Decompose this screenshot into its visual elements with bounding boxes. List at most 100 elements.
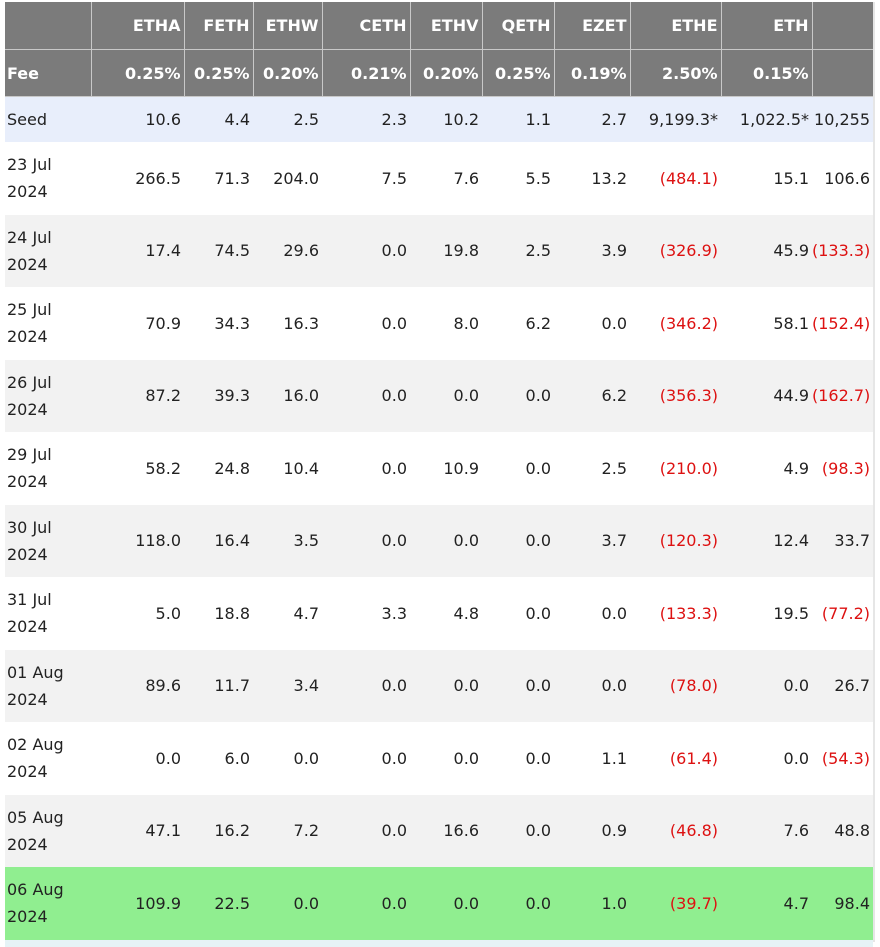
fee-value: 0.19% <box>554 49 631 97</box>
flow-value: 0.0 <box>482 359 554 432</box>
row-date: 01 Aug 2024 <box>5 649 91 722</box>
flow-value: 0.0 <box>554 287 630 360</box>
table-body: Seed 10.6 4.4 2.5 2.3 10.2 1.1 2.7 9,199.3* 1,022… <box>5 96 873 940</box>
flow-value: 109.9 <box>91 867 184 940</box>
flow-value: 16.0 <box>253 359 322 432</box>
flow-value: 7.6 <box>721 794 812 867</box>
flow-value: 0.0 <box>482 432 554 505</box>
row-date: Seed <box>5 96 91 142</box>
flow-value: 0.0 <box>410 722 482 795</box>
flow-value: 0.0 <box>410 867 482 940</box>
flow-value: 4.7 <box>253 577 322 650</box>
table-row: 05 Aug 2024 47.1 16.2 7.2 0.0 16.6 0.0 0.9 (46.8… <box>5 794 873 867</box>
fee-row: Fee 0.25% 0.25% 0.20% 0.21% 0.20% 0.25% … <box>5 49 873 97</box>
row-total: (54.3) <box>812 722 873 795</box>
flow-value: 0.0 <box>410 504 482 577</box>
flow-value: 0.9 <box>554 794 630 867</box>
flow-value: 0.0 <box>322 214 410 287</box>
flow-value: 19.5 <box>721 577 812 650</box>
table-row: 29 Jul 2024 58.2 24.8 10.4 0.0 10.9 0.0 2.5 (210… <box>5 432 873 505</box>
flow-value: 89.6 <box>91 649 184 722</box>
flow-value: 5.5 <box>482 142 554 215</box>
flow-value: 22.5 <box>184 867 253 940</box>
ticker-header: FETH <box>184 2 254 50</box>
flow-value: 2.5 <box>554 432 630 505</box>
row-total: 10,255 <box>812 96 873 142</box>
etf-flows-table: ETHA FETH ETHW CETH ETHV QETH EZET ETHE … <box>5 2 873 940</box>
flow-value: 71.3 <box>184 142 253 215</box>
flow-value: 3.5 <box>253 504 322 577</box>
flow-value: (346.2) <box>630 287 721 360</box>
flow-value: 3.3 <box>322 577 410 650</box>
table-row: 31 Jul 2024 5.0 18.8 4.7 3.3 4.8 0.0 0.0 (133.3)… <box>5 577 873 650</box>
flow-value: 1.0 <box>554 867 630 940</box>
flow-value: (61.4) <box>630 722 721 795</box>
flow-value: (78.0) <box>630 649 721 722</box>
flow-value: 0.0 <box>322 722 410 795</box>
flow-value: 10.2 <box>410 96 482 142</box>
row-date: 24 Jul 2024 <box>5 214 91 287</box>
flow-value: 17.4 <box>91 214 184 287</box>
fee-label: Fee <box>5 49 92 97</box>
flow-value: 0.0 <box>554 649 630 722</box>
flow-value: 3.4 <box>253 649 322 722</box>
flow-value: 29.6 <box>253 214 322 287</box>
fee-value: 0.20% <box>253 49 323 97</box>
row-date: 31 Jul 2024 <box>5 577 91 650</box>
row-total: (133.3) <box>812 214 873 287</box>
fee-value: 0.15% <box>721 49 813 97</box>
flow-value: 2.7 <box>554 96 630 142</box>
ticker-header: CETH <box>322 2 411 50</box>
fee-value: 0.21% <box>322 49 411 97</box>
flow-value: 13.2 <box>554 142 630 215</box>
flow-value: 0.0 <box>482 794 554 867</box>
flow-value: 19.8 <box>410 214 482 287</box>
next-row-strip <box>5 940 873 947</box>
flow-value: 0.0 <box>721 722 812 795</box>
row-total: 26.7 <box>812 649 873 722</box>
table-row: 02 Aug 2024 0.0 6.0 0.0 0.0 0.0 0.0 1.1 (61.4) 0.… <box>5 722 873 795</box>
flow-value: (484.1) <box>630 142 721 215</box>
flow-value: 0.0 <box>322 287 410 360</box>
flow-value: 58.2 <box>91 432 184 505</box>
flow-value: 1.1 <box>554 722 630 795</box>
flow-value: 7.2 <box>253 794 322 867</box>
flow-value: 0.0 <box>482 504 554 577</box>
ticker-header: ETHA <box>91 2 185 50</box>
table-header: ETHA FETH ETHW CETH ETHV QETH EZET ETHE … <box>5 2 873 97</box>
flow-value: 3.9 <box>554 214 630 287</box>
flow-value: 3.7 <box>554 504 630 577</box>
flow-value: 2.3 <box>322 96 410 142</box>
row-total: (77.2) <box>812 577 873 650</box>
flow-value: (46.8) <box>630 794 721 867</box>
table-row: 30 Jul 2024 118.0 16.4 3.5 0.0 0.0 0.0 3.7 (120.… <box>5 504 873 577</box>
flow-value: 0.0 <box>322 649 410 722</box>
scrollbar-edge <box>873 2 875 942</box>
flow-value: 47.1 <box>91 794 184 867</box>
flow-value: 4.4 <box>184 96 253 142</box>
row-date: 05 Aug 2024 <box>5 794 91 867</box>
flow-value: 44.9 <box>721 359 812 432</box>
ticker-row: ETHA FETH ETHW CETH ETHV QETH EZET ETHE … <box>5 2 873 50</box>
flow-value: 10.6 <box>91 96 184 142</box>
flow-value: 0.0 <box>322 867 410 940</box>
flow-value: 6.0 <box>184 722 253 795</box>
flow-value: 0.0 <box>322 504 410 577</box>
flow-value: (120.3) <box>630 504 721 577</box>
flow-value: 4.8 <box>410 577 482 650</box>
flow-value: 4.9 <box>721 432 812 505</box>
row-date: 06 Aug 2024 <box>5 867 91 940</box>
flow-value: 16.4 <box>184 504 253 577</box>
row-date: 23 Jul 2024 <box>5 142 91 215</box>
flow-value: 5.0 <box>91 577 184 650</box>
flow-value: 0.0 <box>322 359 410 432</box>
row-date: 26 Jul 2024 <box>5 359 91 432</box>
flow-value: 6.2 <box>554 359 630 432</box>
flow-value: 1.1 <box>482 96 554 142</box>
table-row: 24 Jul 2024 17.4 74.5 29.6 0.0 19.8 2.5 3.9 (326… <box>5 214 873 287</box>
flow-value: 16.6 <box>410 794 482 867</box>
row-total: 106.6 <box>812 142 873 215</box>
flow-value: 10.9 <box>410 432 482 505</box>
row-date: 30 Jul 2024 <box>5 504 91 577</box>
